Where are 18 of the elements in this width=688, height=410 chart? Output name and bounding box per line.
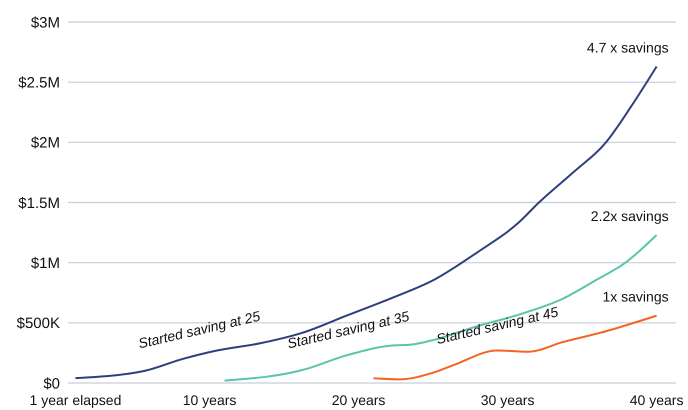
y-tick-label: $2.5M: [18, 74, 60, 92]
y-tick-label: $0: [43, 375, 60, 392]
y-tick-label: $1M: [30, 254, 60, 272]
x-tick-label: 10 years: [182, 392, 236, 408]
y-tick-label: $500K: [16, 315, 60, 332]
x-tick-label: 40 years: [630, 392, 684, 408]
annotation: Started saving at 45: [434, 303, 560, 348]
x-tick-label: 1 year elapsed: [30, 392, 122, 408]
annotation: 2.2x savings: [590, 208, 669, 224]
annotation: 4.7 x savings: [586, 40, 669, 56]
x-tick-label: 30 years: [480, 392, 534, 408]
y-tick-label: $2M: [30, 134, 60, 152]
annotation: 1x savings: [602, 288, 669, 305]
annotation: Started saving at 25: [136, 308, 262, 352]
annotation: Started saving at 35: [286, 308, 411, 352]
y-tick-label: $1.5M: [18, 194, 60, 212]
y-tick-label: $3M: [30, 14, 60, 32]
x-tick-label: 20 years: [332, 392, 386, 408]
